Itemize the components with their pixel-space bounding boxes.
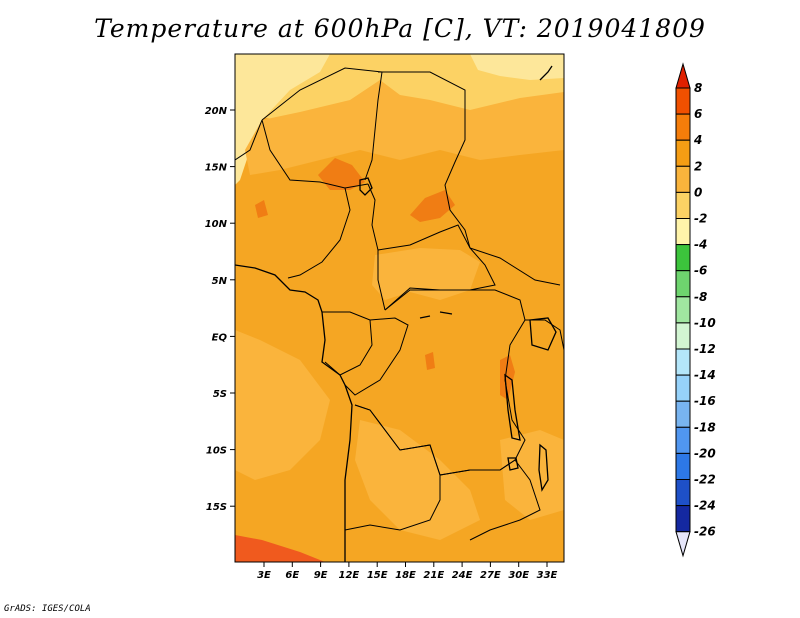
field-mild-southeast bbox=[500, 430, 564, 520]
colorbar-label: 4 bbox=[693, 133, 702, 147]
field-mild-south bbox=[355, 420, 480, 540]
colorbar-label: -6 bbox=[694, 264, 707, 278]
longitude-axis: 3E 6E 9E 12E 15E 18E 21E 24E 27E 30E 33E bbox=[257, 562, 558, 581]
lon-tick-label: 30E bbox=[508, 570, 529, 581]
lake-small-1 bbox=[419, 311, 453, 319]
border-north-west bbox=[235, 119, 263, 161]
colorbar-label: -4 bbox=[694, 238, 707, 252]
colorbar-top-arrow bbox=[675, 62, 691, 89]
colorbar-box bbox=[675, 270, 691, 298]
border-cameroon-chad bbox=[367, 183, 386, 311]
colorbar-box bbox=[675, 426, 691, 454]
lon-tick-label: 6E bbox=[285, 570, 299, 581]
field-warm-patch-4 bbox=[425, 352, 435, 370]
lat-tick-label: 5N bbox=[212, 276, 228, 287]
colorbar-box bbox=[675, 244, 691, 272]
credit-text: GrADS: IGES/COLA bbox=[4, 604, 91, 614]
field-warm-patch-1 bbox=[318, 158, 365, 190]
border-nigeria-cameroon bbox=[287, 187, 351, 279]
colorbar-label: -10 bbox=[694, 316, 716, 330]
coastlines bbox=[235, 65, 557, 562]
colorbar-label: 8 bbox=[694, 81, 702, 95]
lake-red-sea bbox=[539, 65, 553, 81]
lake-malawi bbox=[538, 443, 549, 492]
border-angola bbox=[344, 404, 441, 531]
lake-victoria bbox=[529, 317, 557, 351]
colorbar-label: -22 bbox=[694, 473, 716, 487]
colorbar-box bbox=[675, 218, 691, 246]
border-chad-sudan bbox=[378, 71, 471, 249]
colorbar-box bbox=[675, 139, 691, 167]
lake-chad bbox=[359, 177, 373, 196]
colorbar-label: -24 bbox=[694, 499, 716, 513]
colorbar-label: -16 bbox=[694, 394, 716, 408]
chart-title: Temperature at 600hPa [C], VT: 201904180… bbox=[94, 14, 706, 43]
colorbar-box bbox=[675, 322, 691, 350]
colorbar-box bbox=[675, 452, 691, 480]
colorbar-label: -20 bbox=[694, 446, 716, 460]
colorbar-label: 6 bbox=[694, 107, 702, 121]
lon-tick-label: 24E bbox=[452, 570, 473, 581]
lat-tick-label: 10N bbox=[205, 219, 228, 230]
field-north-cold-2 bbox=[470, 54, 564, 80]
lat-tick-label: 20N bbox=[205, 106, 228, 117]
field-mild-center bbox=[372, 248, 480, 300]
temperature-field bbox=[235, 54, 564, 562]
lon-tick-label: 3E bbox=[257, 570, 271, 581]
colorbar-box bbox=[675, 113, 691, 141]
field-hot-southwest bbox=[235, 535, 325, 562]
field-warm-patch-2 bbox=[410, 190, 455, 222]
field-mild-southwest bbox=[235, 330, 330, 480]
lon-tick-label: 33E bbox=[537, 570, 558, 581]
colorbar-label: 0 bbox=[694, 185, 702, 199]
lake-tanganyika bbox=[504, 373, 521, 441]
lon-tick-label: 27E bbox=[480, 570, 501, 581]
lat-tick-label: EQ bbox=[212, 332, 228, 343]
lon-tick-label: 21E bbox=[423, 570, 444, 581]
colorbar: 8 6 4 2 0 -2 -4 -6 -8 -10 -12 -14 -16 -18 -20 -22 -24 -26 bbox=[675, 62, 716, 558]
lat-tick-label: 15S bbox=[206, 502, 227, 513]
lat-tick-label: 15N bbox=[205, 163, 228, 174]
colorbar-box bbox=[675, 191, 691, 219]
border-car bbox=[377, 224, 496, 311]
colorbar-label: -18 bbox=[694, 420, 716, 434]
lat-tick-label: 5S bbox=[213, 389, 227, 400]
latitude-axis: 20N 15N 10N 5N EQ 5S 10S 15S bbox=[205, 106, 235, 513]
border-congo bbox=[344, 317, 409, 396]
field-mild-north bbox=[245, 80, 564, 175]
colorbar-label: -14 bbox=[694, 368, 716, 382]
colorbar-bottom-arrow bbox=[675, 531, 691, 558]
colorbar-label: 2 bbox=[694, 159, 702, 173]
colorbar-box bbox=[675, 374, 691, 402]
colorbar-label: -8 bbox=[694, 290, 707, 304]
coast-west-africa bbox=[235, 264, 353, 562]
border-nigeria-north bbox=[261, 119, 369, 189]
border-zambia bbox=[439, 459, 541, 541]
colorbar-box bbox=[675, 296, 691, 324]
colorbar-box bbox=[675, 348, 691, 376]
map-frame bbox=[234, 53, 565, 563]
colorbar-box bbox=[675, 505, 691, 533]
lake-mweru bbox=[507, 457, 519, 471]
colorbar-box bbox=[675, 400, 691, 428]
lon-tick-label: 9E bbox=[314, 570, 328, 581]
field-warm-patch-5 bbox=[255, 200, 268, 218]
colorbar-label: -26 bbox=[694, 525, 716, 539]
border-south-sudan bbox=[469, 247, 561, 286]
colorbar-box bbox=[675, 87, 691, 115]
lon-tick-label: 12E bbox=[339, 570, 360, 581]
lat-tick-label: 10S bbox=[206, 446, 227, 457]
colorbar-box bbox=[675, 165, 691, 193]
colorbar-label: -12 bbox=[694, 342, 716, 356]
lon-tick-label: 15E bbox=[367, 570, 388, 581]
field-north-cold bbox=[235, 54, 330, 185]
colorbar-box bbox=[675, 479, 691, 507]
lon-tick-label: 18E bbox=[395, 570, 416, 581]
colorbar-label: -2 bbox=[694, 212, 707, 226]
